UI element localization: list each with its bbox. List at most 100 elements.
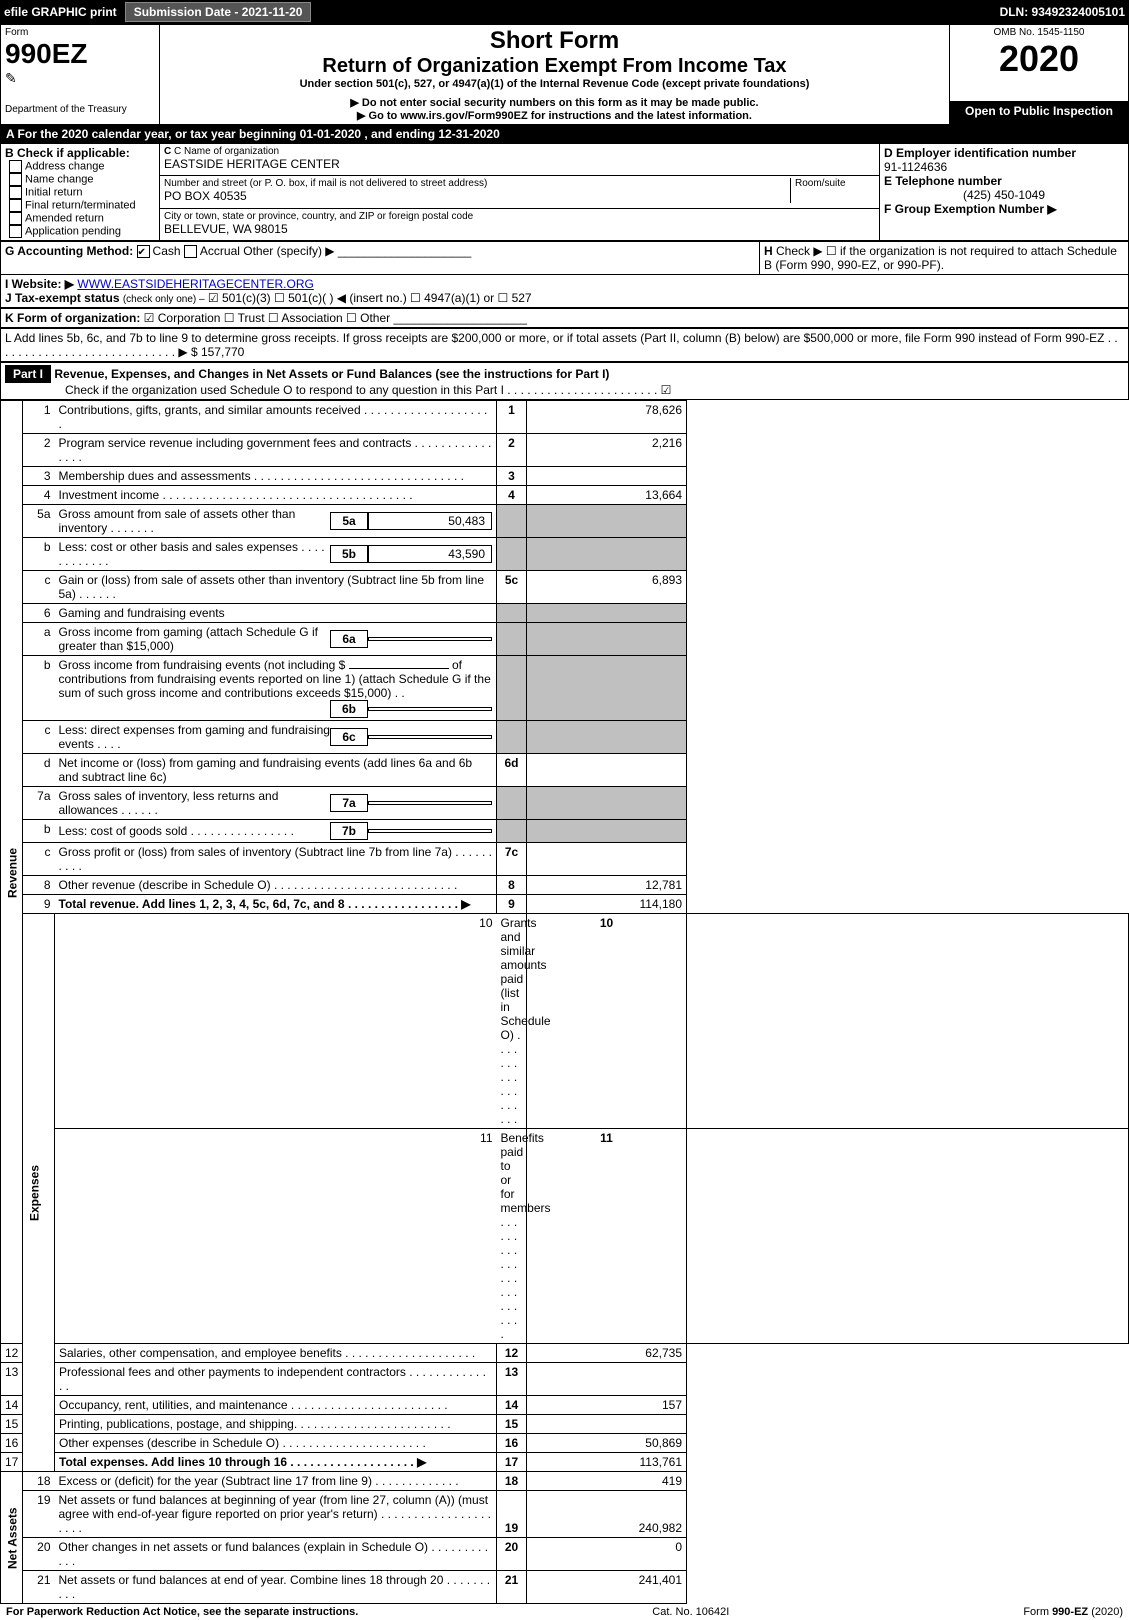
line-6a-grey [497, 623, 527, 656]
line-19-text: Net assets or fund balances at beginning… [55, 1491, 497, 1538]
line-5b-num: b [23, 538, 55, 571]
line-7b-subvalue [368, 829, 492, 833]
form-header-table: Form 990EZ ✎ Short Form Return of Organi… [0, 24, 1129, 125]
line-2-refnum: 2 [497, 434, 527, 467]
line-6d-refnum: 6d [497, 754, 527, 787]
line-21-num: 21 [23, 1571, 55, 1604]
part1-checked: ☑ [661, 383, 672, 397]
line-17-text: Total expenses. Add lines 10 through 16 … [59, 1455, 426, 1469]
line-6-grey [497, 604, 527, 623]
cash-label: Cash [153, 244, 181, 258]
line-6a-grey-val [527, 623, 687, 656]
h-label: H [764, 244, 773, 258]
line-2-text: Program service revenue including govern… [55, 434, 497, 467]
line-8-num: 8 [23, 876, 55, 895]
line-6b-grey-val [527, 656, 687, 721]
line-6b-num: b [23, 656, 55, 721]
org-info-table: B Check if applicable: Address change Na… [0, 143, 1129, 241]
checkbox-cash[interactable] [137, 245, 150, 258]
line-18-num: 18 [23, 1472, 55, 1491]
line-3-num: 3 [23, 467, 55, 486]
phone-value: (425) 450-1049 [884, 188, 1124, 202]
line-13-num: 13 [1, 1363, 23, 1396]
c-name-label: C C Name of organization [164, 146, 875, 157]
final-return-label: Final return/terminated [25, 199, 136, 211]
line-7a-sublabel: 7a [330, 794, 368, 812]
checkbox-address-change[interactable] [9, 160, 22, 173]
part1-header-table: Part I Revenue, Expenses, and Changes in… [0, 362, 1129, 400]
line-19-num: 19 [23, 1491, 55, 1538]
efile-label: efile GRAPHIC print [4, 5, 117, 19]
line-4-text: Investment income . . . . . . . . . . . … [55, 486, 497, 505]
line-6c-subvalue [368, 735, 492, 739]
under-section: Under section 501(c), 527, or 4947(a)(1)… [164, 78, 945, 90]
line-5c-text: Gain or (loss) from sale of assets other… [55, 571, 497, 604]
line-5a-subvalue: 50,483 [368, 512, 492, 530]
line-15-refnum: 15 [497, 1415, 527, 1434]
part1-label: Part I [5, 365, 51, 383]
line-10-value [687, 914, 1129, 1129]
line-6b-grey [497, 656, 527, 721]
checkbox-final-return[interactable] [9, 199, 22, 212]
j-note: (check only one) – [123, 294, 205, 305]
line-10-num: 10 [55, 914, 497, 1129]
line-13-text: Professional fees and other payments to … [55, 1363, 497, 1396]
line-9-value: 114,180 [527, 895, 687, 914]
line-7a-subvalue [368, 801, 492, 805]
city-value: BELLEVUE, WA 98015 [164, 222, 875, 236]
l-value: $ 157,770 [191, 345, 244, 359]
line-6c-sublabel: 6c [330, 728, 368, 746]
line-11-value [687, 1129, 1129, 1344]
room-label: Room/suite [795, 178, 875, 189]
h-text: Check ▶ ☐ if the organization is not req… [764, 244, 1117, 272]
line-7a-text: Gross sales of inventory, less returns a… [59, 789, 331, 817]
line-6c-grey-val [527, 721, 687, 754]
line-7a-num: 7a [23, 787, 55, 820]
checkbox-pending[interactable] [9, 225, 22, 238]
website-link[interactable]: WWW.EASTSIDEHERITAGECENTER.ORG [77, 277, 313, 291]
checkbox-initial-return[interactable] [9, 186, 22, 199]
k-table: K Form of organization: ☑ Corporation ☐ … [0, 308, 1129, 328]
org-name: EASTSIDE HERITAGE CENTER [164, 157, 875, 171]
line-21-text: Net assets or fund balances at end of ye… [55, 1571, 497, 1604]
box-d-label: D Employer identification number [884, 146, 1124, 160]
line-7c-text: Gross profit or (loss) from sales of inv… [55, 843, 497, 876]
line-19-value: 240,982 [527, 1491, 687, 1538]
checkbox-name-change[interactable] [9, 173, 22, 186]
checkbox-amended[interactable] [9, 212, 22, 225]
line-5a-num: 5a [23, 505, 55, 538]
checkbox-accrual[interactable] [184, 245, 197, 258]
box-e-label: E Telephone number [884, 174, 1124, 188]
line-1-text: Contributions, gifts, grants, and simila… [55, 401, 497, 434]
i-label: I Website: ▶ [5, 277, 74, 291]
name-change-label: Name change [25, 173, 94, 185]
line-1-value: 78,626 [527, 401, 687, 434]
l-text: L Add lines 5b, 6c, and 7b to line 9 to … [5, 331, 1118, 359]
line-15-num: 15 [1, 1415, 23, 1434]
other-label: Other (specify) ▶ [243, 244, 334, 258]
submission-date: Submission Date - 2021-11-20 [125, 2, 312, 22]
line-7c-num: c [23, 843, 55, 876]
line-5b-grey [497, 538, 527, 571]
line-15-text: Printing, publications, postage, and shi… [55, 1415, 497, 1434]
footer-right: Form 990-EZ (2020) [1023, 1606, 1123, 1618]
line-6b-sublabel: 6b [330, 700, 368, 718]
line-20-text: Other changes in net assets or fund bala… [55, 1538, 497, 1571]
line-6a-subvalue [368, 637, 492, 641]
g-label: G Accounting Method: [5, 244, 133, 258]
line-1-refnum: 1 [497, 401, 527, 434]
line-5b-subvalue: 43,590 [368, 545, 492, 563]
line-17-refnum: 17 [497, 1453, 527, 1472]
accrual-label: Accrual [200, 244, 240, 258]
line-6c-num: c [23, 721, 55, 754]
top-bar: efile GRAPHIC print Submission Date - 20… [0, 0, 1129, 24]
revenue-side-label: Revenue [1, 401, 23, 1344]
goto-link: ▶ Go to www.irs.gov/Form990EZ for instru… [164, 109, 945, 122]
l-table: L Add lines 5b, 6c, and 7b to line 9 to … [0, 328, 1129, 362]
line-7b-sublabel: 7b [330, 822, 368, 840]
line-6-num: 6 [23, 604, 55, 623]
return-title: Return of Organization Exempt From Incom… [164, 55, 945, 78]
line-9-num: 9 [23, 895, 55, 914]
line-7a-grey-val [527, 787, 687, 820]
line-6b-subvalue [368, 707, 492, 711]
